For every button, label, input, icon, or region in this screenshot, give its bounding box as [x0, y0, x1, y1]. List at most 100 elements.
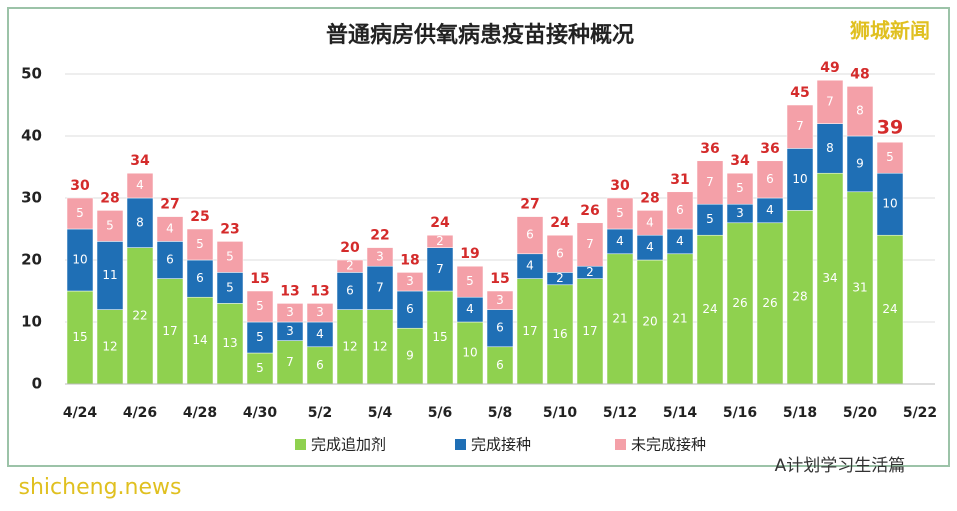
segment-label: 5 — [736, 181, 744, 195]
bar-segment — [156, 241, 184, 279]
segment-label: 24 — [882, 302, 897, 316]
bar-segment — [246, 352, 274, 385]
total-label: 45 — [790, 85, 809, 101]
segment-label: 10 — [792, 172, 807, 186]
x-tick-label: 5/6 — [428, 405, 453, 421]
total-label: 27 — [160, 197, 179, 213]
bar-segment — [516, 216, 544, 255]
bar-segment — [576, 278, 604, 385]
segment-label: 31 — [852, 280, 867, 294]
segment-label: 8 — [856, 104, 864, 118]
bar-segment — [816, 172, 844, 385]
bar-segment — [306, 303, 334, 323]
bar-segment — [126, 247, 154, 385]
y-tick-label: 0 — [32, 375, 42, 393]
segment-label: 20 — [642, 315, 657, 329]
segment-label: 4 — [136, 178, 144, 192]
segment-label: 7 — [706, 175, 714, 189]
segment-label: 17 — [522, 324, 537, 338]
segment-label: 22 — [132, 308, 147, 322]
segment-label: 3 — [496, 293, 504, 307]
segment-label: 10 — [882, 197, 897, 211]
segment-label: 3 — [316, 305, 324, 319]
segment-label: 12 — [342, 339, 357, 353]
segment-label: 21 — [612, 311, 627, 325]
segment-label: 4 — [616, 234, 624, 248]
total-label: 13 — [280, 283, 299, 299]
y-tick-label: 40 — [21, 127, 42, 145]
segment-label: 26 — [762, 296, 777, 310]
bar-segment — [606, 228, 634, 255]
segment-label: 7 — [436, 262, 444, 276]
bar-segment — [876, 234, 904, 385]
x-tick-label: 5/10 — [543, 405, 578, 421]
segment-label: 6 — [676, 203, 684, 217]
bar-segment — [246, 290, 274, 323]
segment-label: 6 — [496, 358, 504, 372]
x-tick-label: 5/8 — [488, 405, 513, 421]
total-label: 36 — [700, 141, 719, 157]
segment-label: 5 — [616, 206, 624, 220]
bar-segment — [186, 228, 214, 261]
total-label: 30 — [610, 178, 630, 194]
bar-segment — [186, 259, 214, 298]
bar-segment — [486, 346, 514, 385]
segment-label: 3 — [286, 305, 294, 319]
bar-segment — [396, 327, 424, 385]
bar-segment — [156, 216, 184, 242]
segment-label: 6 — [556, 246, 564, 260]
x-tick-label: 5/2 — [308, 405, 333, 421]
segment-label: 5 — [256, 361, 264, 375]
bar-segment — [846, 86, 874, 137]
bar-segment — [156, 278, 184, 385]
bar-segment — [426, 290, 454, 385]
total-label: 49 — [820, 60, 839, 76]
bar-segment — [696, 203, 724, 236]
segment-label: 8 — [136, 215, 144, 229]
segment-label: 6 — [406, 302, 414, 316]
segment-label: 13 — [222, 336, 237, 350]
total-label: 22 — [370, 228, 389, 244]
y-tick-label: 10 — [21, 313, 42, 331]
legend-label: 完成接种 — [471, 436, 531, 454]
bar-segment — [306, 321, 334, 348]
legend-label: 未完成接种 — [631, 436, 706, 454]
total-label: 36 — [760, 141, 779, 157]
total-label: 31 — [670, 172, 689, 188]
x-tick-label: 5/14 — [663, 405, 698, 421]
x-tick-label: 5/16 — [723, 405, 757, 421]
total-label: 48 — [850, 66, 869, 82]
total-label: 15 — [490, 271, 509, 287]
bar-segment — [696, 234, 724, 385]
legend-label: 完成追加剂 — [311, 436, 386, 454]
bar-segment — [576, 222, 604, 267]
bar-segment — [786, 210, 814, 385]
segment-label: 10 — [72, 253, 87, 267]
total-label: 27 — [520, 197, 539, 213]
total-label: 34 — [130, 153, 150, 169]
bar-segment — [666, 228, 694, 255]
bar-segment — [756, 160, 784, 199]
bar-segment — [426, 247, 454, 292]
segment-label: 34 — [822, 271, 837, 285]
legend-swatch — [455, 439, 466, 450]
bar-segment — [606, 253, 634, 385]
segment-label: 15 — [432, 330, 447, 344]
bar-segment — [516, 278, 544, 385]
segment-label: 6 — [166, 253, 174, 267]
bar-segment — [786, 104, 814, 149]
chart-title: 普通病房供氧病患疫苗接种概况 — [326, 22, 634, 48]
legend-swatch — [615, 439, 626, 450]
bar-segment — [366, 309, 394, 385]
watermark: shicheng.news — [19, 475, 182, 500]
bar-segment — [486, 309, 514, 348]
segment-label: 4 — [646, 215, 654, 229]
bar-segment — [66, 290, 94, 385]
bar-segment — [726, 172, 754, 205]
segment-label: 2 — [436, 234, 444, 248]
segment-label: 5 — [76, 206, 84, 220]
bar-segment — [366, 265, 394, 310]
segment-label: 2 — [586, 265, 594, 279]
x-tick-label: 4/26 — [123, 405, 157, 421]
